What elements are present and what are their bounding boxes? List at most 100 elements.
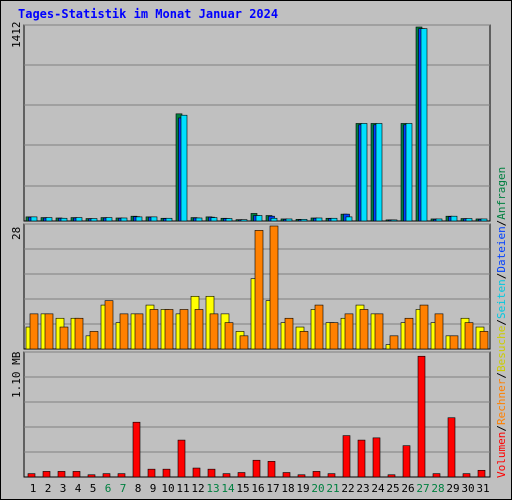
- bar-volume: [162, 468, 171, 478]
- bar-sites: [314, 304, 324, 350]
- bar-volume: [417, 355, 426, 478]
- bar-volume: [462, 473, 471, 478]
- bar-volume: [177, 439, 186, 478]
- bar-volume: [477, 469, 486, 478]
- bar-sites: [164, 309, 174, 350]
- bar-pages: [390, 219, 398, 222]
- bar-volume: [27, 473, 36, 478]
- bar-pages: [300, 219, 308, 222]
- bar-pages: [180, 114, 188, 222]
- bar-volume: [87, 474, 96, 478]
- bar-sites: [29, 313, 39, 350]
- day-tick-label: 13: [206, 482, 220, 495]
- bar-pages: [345, 216, 353, 222]
- legend-files: Dateien: [495, 226, 508, 273]
- bar-sites: [269, 225, 279, 350]
- bar-volume: [252, 459, 261, 478]
- day-tick-label: 1: [29, 482, 37, 495]
- day-tick-label: 31: [476, 482, 490, 495]
- bar-pages: [165, 217, 173, 222]
- bar-pages: [450, 215, 458, 222]
- bar-pages: [105, 217, 113, 222]
- day-tick-label: 18: [281, 482, 295, 495]
- visits-axis-max-label: 28: [10, 226, 23, 240]
- bar-pages: [255, 215, 263, 222]
- bar-volume: [267, 461, 276, 478]
- bar-pages: [360, 123, 368, 222]
- bar-pages: [315, 217, 323, 222]
- bar-pages: [225, 218, 233, 222]
- day-tick-label: 11: [176, 482, 190, 495]
- bar-pages: [420, 28, 428, 222]
- bar-volume: [402, 445, 411, 478]
- day-tick-label: 8: [134, 482, 142, 495]
- bar-sites: [254, 230, 264, 350]
- bar-volume: [207, 468, 216, 478]
- bar-pages: [195, 217, 203, 222]
- day-tick-label: 16: [251, 482, 265, 495]
- bar-pages: [210, 217, 218, 222]
- bar-pages: [45, 217, 53, 222]
- legend-separator: /: [495, 272, 508, 280]
- bar-sites: [464, 322, 474, 350]
- bar-pages: [30, 216, 38, 222]
- bar-volume: [312, 471, 321, 478]
- bar-volume: [147, 468, 156, 478]
- bar-sites: [134, 313, 144, 350]
- day-tick-label: 27: [416, 482, 430, 495]
- bar-sites: [449, 335, 459, 350]
- bar-pages: [75, 217, 83, 222]
- bar-volume: [132, 421, 141, 478]
- bar-volume: [237, 472, 246, 478]
- legend-hits: Anfragen: [495, 166, 508, 220]
- bar-sites: [149, 309, 159, 350]
- bar-pages: [465, 218, 473, 222]
- bar-volume: [297, 474, 306, 478]
- bar-pages: [240, 219, 248, 222]
- bar-volume: [72, 471, 81, 478]
- day-tick-label: 29: [446, 482, 460, 495]
- bar-sites: [224, 322, 234, 350]
- bar-volume: [192, 467, 201, 478]
- bar-pages: [60, 217, 68, 222]
- bar-sites: [419, 304, 429, 350]
- bar-sites: [374, 313, 384, 350]
- bar-pages: [135, 216, 143, 222]
- day-tick-label: 15: [236, 482, 250, 495]
- bar-volume: [117, 473, 126, 478]
- bar-sites: [104, 300, 114, 350]
- bar-volume: [102, 473, 111, 478]
- bar-pages: [285, 218, 293, 222]
- bar-sites: [479, 331, 489, 350]
- bar-pages: [330, 217, 338, 222]
- day-tick-label: 4: [74, 482, 82, 495]
- bar-sites: [209, 313, 219, 350]
- day-tick-label: 19: [296, 482, 310, 495]
- bar-volume: [57, 471, 66, 478]
- day-tick-label: 20: [311, 482, 325, 495]
- bar-sites: [404, 317, 414, 350]
- legend-separator: /: [495, 219, 508, 227]
- bar-sites: [74, 317, 84, 350]
- day-tick-label: 24: [371, 482, 385, 495]
- bar-sites: [179, 309, 189, 350]
- day-tick-label: 25: [386, 482, 400, 495]
- bar-sites: [389, 335, 399, 350]
- bar-pages: [480, 218, 488, 222]
- day-tick-label: 22: [341, 482, 355, 495]
- day-tick-label: 14: [221, 482, 235, 495]
- requests-axis-max-label: 1412: [10, 21, 23, 49]
- bar-sites: [119, 313, 129, 350]
- bar-volume: [387, 474, 396, 478]
- bar-sites: [59, 326, 69, 350]
- legend-separator: /: [495, 319, 508, 326]
- bar-pages: [375, 123, 383, 222]
- bar-sites: [299, 331, 309, 350]
- bar-volume: [282, 472, 291, 478]
- bar-sites: [194, 309, 204, 350]
- chart-title: Tages-Statistik im Monat Januar 2024: [18, 7, 279, 21]
- day-tick-label: 2: [44, 482, 52, 495]
- day-tick-label: 6: [104, 482, 112, 495]
- volume-axis-max-label: 1.10 MB: [10, 351, 23, 398]
